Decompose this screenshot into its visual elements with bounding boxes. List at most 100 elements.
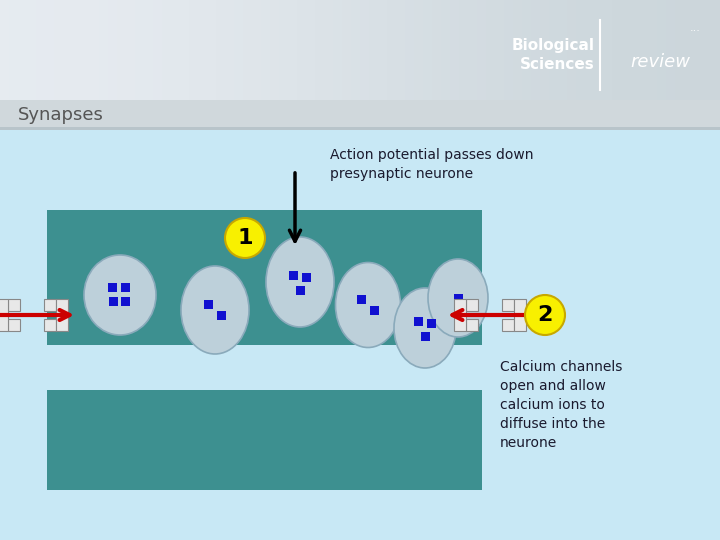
Bar	[612, 0, 622, 100]
Bar	[0, 130, 720, 540]
Bar	[288, 0, 298, 100]
Bar	[426, 319, 436, 327]
Bar	[289, 271, 297, 280]
Bar	[351, 0, 361, 100]
Bar	[356, 294, 366, 303]
Bar	[189, 0, 199, 100]
Bar	[90, 0, 100, 100]
Bar	[252, 0, 262, 100]
Bar	[107, 282, 117, 292]
Bar	[414, 0, 424, 100]
Bar	[369, 0, 379, 100]
Bar	[117, 0, 127, 100]
Circle shape	[225, 218, 265, 258]
Bar	[45, 0, 55, 100]
Text: Action potential passes down
presynaptic neurone: Action potential passes down presynaptic…	[330, 148, 534, 181]
Bar	[44, 299, 56, 311]
Bar	[225, 0, 235, 100]
Bar	[441, 0, 451, 100]
Bar	[621, 0, 631, 100]
Ellipse shape	[394, 288, 456, 368]
Bar	[0, 100, 720, 130]
Bar	[234, 0, 244, 100]
Bar	[454, 299, 466, 331]
Bar	[198, 0, 208, 100]
Bar	[558, 0, 568, 100]
Bar	[466, 299, 478, 311]
Bar	[450, 0, 460, 100]
Bar	[666, 0, 676, 100]
Bar	[454, 294, 462, 302]
Bar	[81, 0, 91, 100]
Bar	[47, 390, 482, 490]
Bar	[162, 0, 172, 100]
Bar	[675, 0, 685, 100]
Bar	[44, 319, 56, 331]
Bar	[333, 0, 343, 100]
Bar	[413, 316, 423, 326]
Bar	[486, 0, 496, 100]
Bar	[0, 299, 8, 331]
Bar	[468, 0, 478, 100]
Bar	[423, 0, 433, 100]
Bar	[302, 273, 310, 281]
Bar	[207, 0, 217, 100]
Bar	[18, 0, 28, 100]
Bar	[594, 0, 604, 100]
Bar	[502, 319, 514, 331]
Ellipse shape	[266, 237, 334, 327]
Bar	[495, 0, 505, 100]
Bar	[378, 0, 388, 100]
Bar	[540, 0, 550, 100]
Text: 1: 1	[238, 228, 253, 248]
Bar	[9, 0, 19, 100]
Bar	[135, 0, 145, 100]
Bar	[36, 0, 46, 100]
Bar	[27, 0, 37, 100]
Bar	[432, 0, 442, 100]
Bar	[648, 0, 658, 100]
Bar	[120, 282, 130, 292]
Text: 2: 2	[537, 305, 553, 325]
Bar	[405, 0, 415, 100]
Bar	[603, 0, 613, 100]
Bar	[261, 0, 271, 100]
Bar	[324, 0, 334, 100]
Text: ...: ...	[690, 23, 701, 33]
Bar	[466, 319, 478, 331]
Text: review: review	[630, 53, 690, 71]
Bar	[502, 299, 514, 311]
Text: Synapses: Synapses	[18, 106, 104, 124]
Bar	[54, 0, 64, 100]
Bar	[72, 0, 82, 100]
Bar	[126, 0, 136, 100]
Bar	[693, 0, 703, 100]
Bar	[180, 0, 190, 100]
Bar	[522, 0, 532, 100]
Bar	[63, 0, 73, 100]
Bar	[576, 0, 586, 100]
Bar	[120, 296, 130, 306]
Circle shape	[525, 295, 565, 335]
Bar	[531, 0, 541, 100]
Bar	[585, 0, 595, 100]
Ellipse shape	[84, 255, 156, 335]
Bar	[702, 0, 712, 100]
Bar	[315, 0, 325, 100]
Bar	[295, 286, 305, 294]
Bar	[279, 0, 289, 100]
Bar	[513, 0, 523, 100]
Bar	[144, 0, 154, 100]
Bar	[109, 296, 117, 306]
Bar	[171, 0, 181, 100]
Bar	[153, 0, 163, 100]
Bar	[108, 0, 118, 100]
Ellipse shape	[181, 266, 249, 354]
Bar	[8, 299, 20, 311]
Bar	[711, 0, 720, 100]
Bar	[56, 299, 68, 331]
Bar	[459, 0, 469, 100]
Bar	[639, 0, 649, 100]
Bar	[243, 0, 253, 100]
Bar	[369, 306, 379, 314]
